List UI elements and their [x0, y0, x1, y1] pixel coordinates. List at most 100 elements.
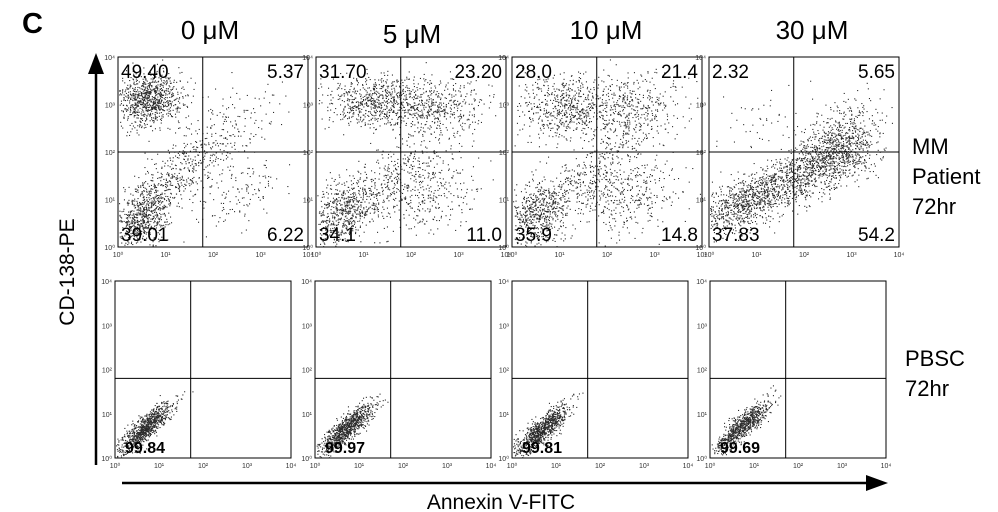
event-dot — [135, 207, 137, 209]
event-dot — [253, 108, 255, 110]
event-dot — [346, 212, 348, 214]
event-dot — [165, 76, 167, 78]
event-dot — [571, 113, 573, 115]
event-dot — [446, 197, 448, 199]
event-dot — [155, 106, 157, 108]
event-dot — [366, 79, 368, 81]
event-dot — [345, 206, 347, 208]
event-dot — [130, 236, 132, 238]
event-dot — [340, 113, 342, 115]
event-dot — [453, 171, 455, 173]
event-dot — [155, 94, 157, 96]
event-dot — [212, 153, 214, 155]
event-dot — [177, 106, 179, 108]
event-dot — [329, 188, 331, 190]
event-dot — [365, 206, 367, 208]
event-dot — [143, 96, 145, 98]
event-dot — [371, 114, 373, 116]
event-dot — [438, 207, 440, 209]
event-dot — [146, 97, 148, 99]
event-dot — [145, 126, 147, 128]
event-dot — [143, 105, 145, 107]
event-dot — [364, 124, 366, 126]
event-dot — [201, 143, 203, 145]
event-dot — [429, 201, 431, 203]
event-dot — [229, 201, 231, 203]
event-dot — [429, 115, 431, 117]
event-dot — [414, 124, 416, 126]
event-dot — [161, 208, 163, 210]
event-dot — [213, 124, 215, 126]
event-dot — [420, 144, 422, 146]
event-dot — [418, 131, 420, 133]
event-dot — [425, 146, 427, 148]
event-dot — [149, 232, 151, 234]
event-dot — [628, 130, 630, 132]
event-dot — [158, 218, 160, 220]
event-dot — [162, 197, 164, 199]
event-dot — [417, 122, 419, 124]
event-dot — [171, 176, 173, 178]
event-dot — [602, 118, 604, 120]
event-dot — [169, 113, 171, 115]
event-dot — [626, 99, 628, 101]
event-dot — [401, 102, 403, 104]
event-dot — [570, 108, 572, 110]
event-dot — [264, 186, 266, 188]
event-dot — [368, 115, 370, 117]
event-dot — [351, 83, 353, 85]
event-dot — [412, 168, 414, 170]
event-dot — [200, 180, 202, 182]
event-dot — [596, 126, 598, 128]
event-dot — [436, 163, 438, 165]
event-dot — [428, 156, 430, 158]
event-dot — [149, 207, 151, 209]
event-dot — [162, 82, 164, 84]
event-dot — [215, 88, 217, 90]
event-dot — [417, 222, 419, 224]
event-dot — [217, 158, 219, 160]
event-dot — [136, 101, 138, 103]
event-dot — [153, 209, 155, 211]
event-dot — [387, 195, 389, 197]
event-dot — [121, 110, 123, 112]
event-dot — [391, 180, 393, 182]
event-dot — [356, 201, 358, 203]
event-dot — [371, 170, 373, 172]
event-dot — [340, 209, 342, 211]
event-dot — [336, 207, 338, 209]
event-dot — [254, 122, 256, 124]
event-dot — [181, 87, 183, 89]
event-dot — [151, 81, 153, 83]
event-dot — [416, 108, 418, 110]
event-dot — [157, 112, 159, 114]
event-dot — [326, 222, 328, 224]
event-dot — [158, 241, 160, 243]
event-dot — [175, 145, 177, 147]
event-dot — [142, 185, 144, 187]
event-dot — [152, 217, 154, 219]
event-dot — [148, 114, 150, 116]
event-dot — [123, 116, 125, 118]
event-dot — [179, 179, 181, 181]
event-dot — [348, 107, 350, 109]
event-dot — [122, 77, 124, 79]
event-dot — [387, 157, 389, 159]
event-dot — [375, 195, 377, 197]
event-dot — [230, 121, 232, 123]
event-dot — [210, 127, 212, 129]
event-dot — [145, 96, 147, 98]
event-dot — [158, 108, 160, 110]
event-dot — [338, 209, 340, 211]
event-dot — [147, 227, 149, 229]
event-dot — [662, 95, 664, 97]
event-dot — [133, 232, 135, 234]
event-dot — [130, 221, 132, 223]
event-dot — [144, 97, 146, 99]
event-dot — [187, 159, 189, 161]
event-dot — [319, 211, 321, 213]
event-dot — [405, 124, 407, 126]
event-dot — [165, 221, 167, 223]
event-dot — [318, 212, 320, 214]
event-dot — [429, 210, 431, 212]
